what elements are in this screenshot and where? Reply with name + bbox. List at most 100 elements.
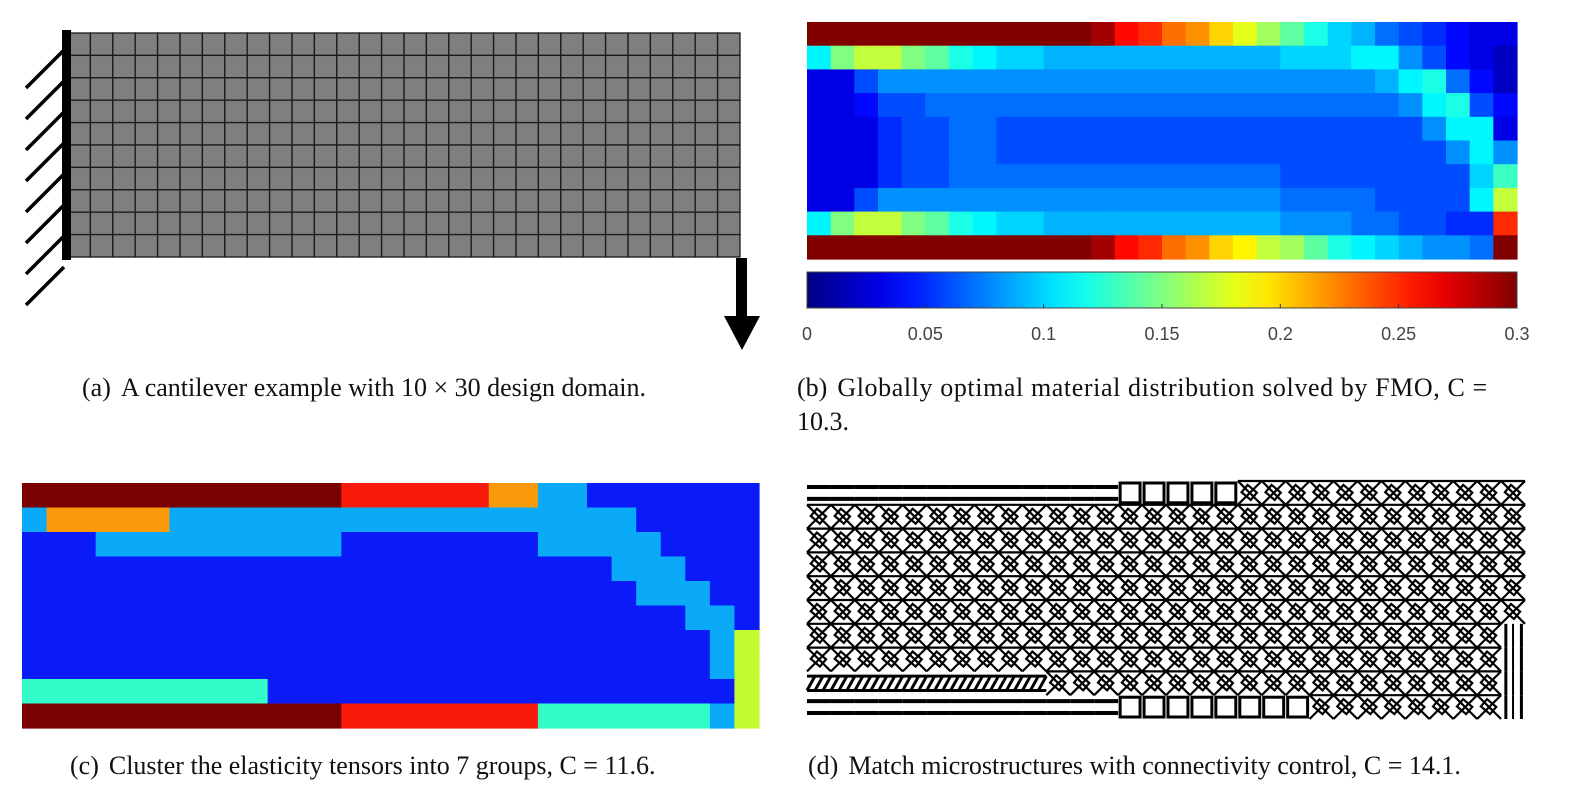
mesh-cell xyxy=(672,32,696,57)
mesh-cell xyxy=(560,144,584,169)
cluster-cell xyxy=(144,630,170,656)
heatmap-cell xyxy=(972,187,997,213)
micro-cell-lattice xyxy=(1021,503,1048,530)
micro-cell-lattice xyxy=(1069,598,1095,625)
cluster-cell xyxy=(316,556,342,582)
heatmap-cell xyxy=(1067,22,1092,47)
heatmap-cell xyxy=(1162,93,1187,118)
mesh-cell xyxy=(134,54,159,79)
mesh-cell xyxy=(246,166,271,191)
micro-cell-lattice xyxy=(1308,575,1335,601)
cluster-cell xyxy=(390,581,416,607)
hatch-line xyxy=(24,234,66,276)
micro-cell-lattice xyxy=(949,575,976,601)
mesh-cell xyxy=(560,99,584,124)
micro-cell-lattice xyxy=(1260,575,1287,601)
heatmap-cell xyxy=(1233,164,1258,189)
caption-a: (a) A cantilever example with 10 × 30 des… xyxy=(82,372,646,404)
heatmap-cell xyxy=(1469,164,1494,189)
heatmap-cell xyxy=(901,93,926,118)
mesh-cell xyxy=(425,121,450,146)
mesh-cell xyxy=(470,32,495,57)
micro-cell-lattice xyxy=(1380,670,1407,696)
heatmap-cell xyxy=(807,116,832,142)
cluster-cell xyxy=(267,630,293,656)
mesh-cell xyxy=(201,189,226,213)
mesh-cell xyxy=(582,166,607,191)
micro-cell-block xyxy=(1190,695,1214,719)
cluster-cell xyxy=(365,483,392,509)
heatmap-cell xyxy=(1280,69,1305,94)
heatmap-cell xyxy=(925,235,950,260)
heatmap-cell xyxy=(1233,211,1258,236)
mesh-cell xyxy=(156,32,181,57)
heatmap-cell xyxy=(807,164,832,189)
heatmap-cell xyxy=(1162,235,1187,260)
micro-cell-lattice xyxy=(925,575,952,601)
cluster-cell xyxy=(218,532,244,558)
micro-cell-lattice xyxy=(854,527,880,554)
micro-cell-lattice xyxy=(1284,575,1311,601)
micro-cell-lattice xyxy=(1021,551,1048,577)
heatmap-cell xyxy=(1327,164,1352,189)
cluster-cell xyxy=(734,630,760,656)
cluster-cell xyxy=(513,630,539,656)
mesh-cell xyxy=(313,166,338,191)
micro-cell-lattice xyxy=(1021,575,1048,601)
heatmap-cell xyxy=(1493,93,1518,118)
cluster-cell xyxy=(734,483,760,509)
micro-cell-lattice xyxy=(830,527,856,554)
cluster-cell xyxy=(169,556,195,582)
cluster-cell xyxy=(734,679,760,705)
heatmap-cell xyxy=(1067,187,1092,213)
mesh-cell xyxy=(627,54,652,79)
mesh-cell xyxy=(179,32,204,57)
cluster-cell xyxy=(464,483,490,509)
micro-cell-lattice xyxy=(1380,503,1407,530)
heatmap-cell xyxy=(830,116,855,142)
heatmap-cell xyxy=(830,140,855,165)
mesh-cell xyxy=(425,77,450,101)
heatmap-cell xyxy=(878,164,903,189)
heatmap-cell xyxy=(1185,45,1210,70)
mesh-cell xyxy=(716,189,741,213)
micro-cell-lattice xyxy=(1380,479,1407,506)
micro-cell-lattice xyxy=(973,646,1000,673)
cluster-cell xyxy=(218,703,244,729)
cluster-cell xyxy=(709,605,736,631)
mesh-cell xyxy=(291,121,316,146)
micro-cell-lattice xyxy=(1045,622,1072,649)
micro-cell-lattice xyxy=(1404,598,1431,625)
micro-cell-block xyxy=(1142,481,1166,505)
cluster-cell xyxy=(488,630,514,656)
micro-cell-lattice xyxy=(1069,503,1095,530)
heatmap-cell xyxy=(1114,235,1139,260)
micro-cell-lattice xyxy=(1356,598,1383,625)
micro-cell-lattice xyxy=(925,503,952,530)
mesh-cell xyxy=(89,144,114,169)
heatmap-cell xyxy=(1327,45,1352,70)
cluster-cell xyxy=(709,581,736,607)
heatmap-cell xyxy=(996,93,1021,118)
heatmap-cell xyxy=(901,235,926,260)
heatmap-cell xyxy=(1185,211,1210,236)
heatmap-cell xyxy=(1469,69,1494,94)
micro-cell-lattice xyxy=(949,598,976,625)
cluster-cell xyxy=(734,581,760,607)
heatmap-cell xyxy=(1304,69,1329,94)
cluster-cell xyxy=(341,703,367,729)
mesh-cell xyxy=(515,54,540,79)
heatmap-cell xyxy=(925,45,950,70)
cluster-cell xyxy=(341,483,367,509)
micro-cell-lattice xyxy=(1428,551,1454,577)
heatmap-cell xyxy=(1375,140,1400,165)
heatmap-cell xyxy=(972,235,997,260)
hatch-line xyxy=(24,203,66,245)
cluster-cell xyxy=(95,654,121,680)
mesh-cell xyxy=(672,54,696,79)
heatmap-cell xyxy=(1327,69,1352,94)
micro-cell-lattice xyxy=(949,551,976,577)
heatmap-cell xyxy=(1114,140,1139,165)
micro-cell-block xyxy=(1166,481,1190,505)
heatmap-cell xyxy=(1327,235,1352,260)
